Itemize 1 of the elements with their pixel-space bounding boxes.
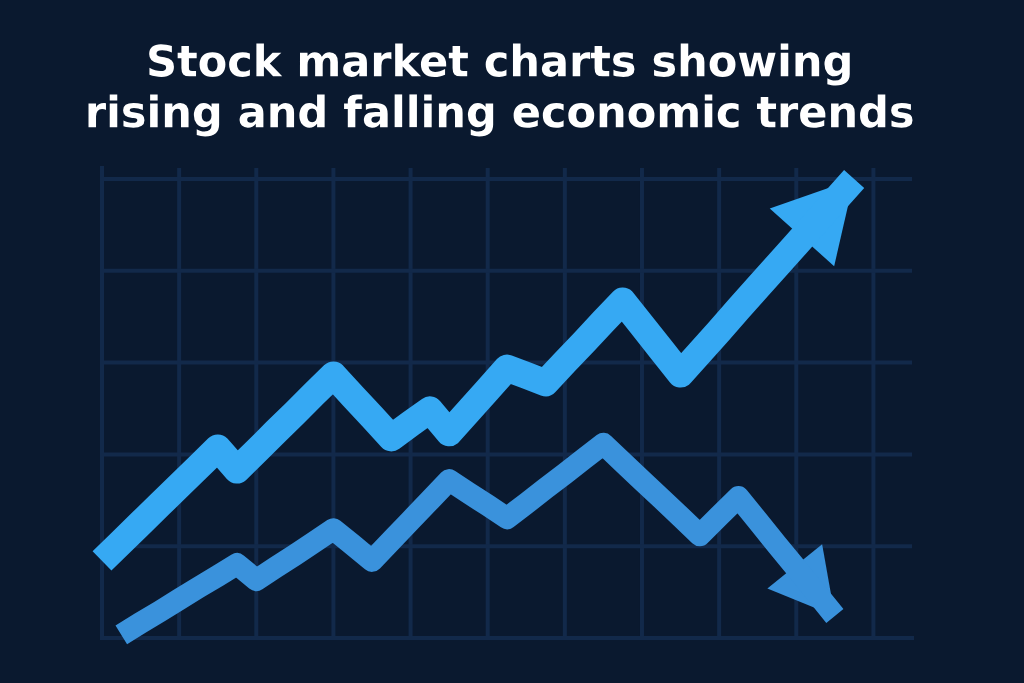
chart-title: Stock market charts showing rising and falling economic trends	[88, 43, 913, 137]
